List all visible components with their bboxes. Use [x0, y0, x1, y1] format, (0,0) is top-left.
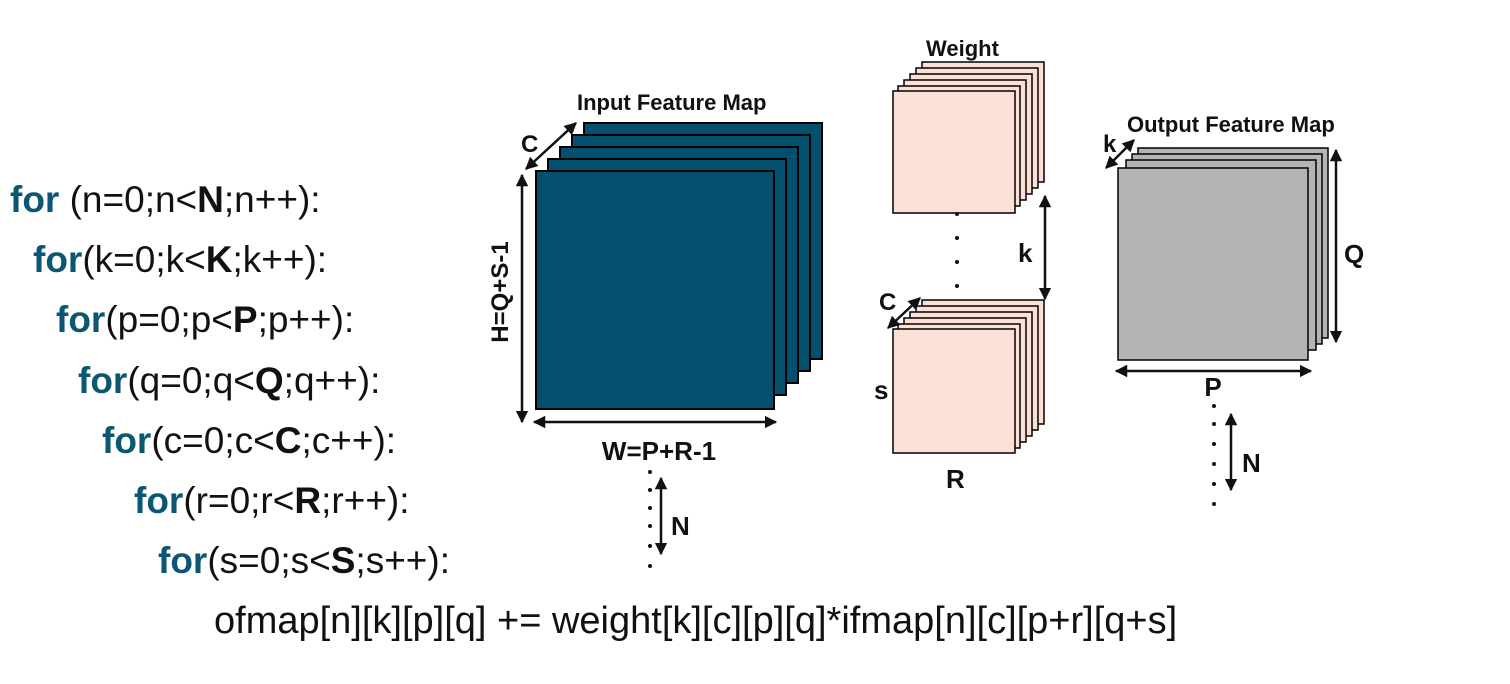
ellipsis-dot [648, 506, 652, 510]
loop-line-p: for(p=0;p<P;p++): [56, 301, 354, 338]
loop-line-s: for(s=0;s<S;s++): [158, 542, 450, 579]
loop-bound: P [232, 299, 258, 340]
weight-height-label: s [874, 375, 888, 405]
output-batch-label: N [1242, 448, 1261, 478]
weight-filter-count-label: k [1018, 238, 1033, 268]
ellipsis-dot [648, 470, 652, 474]
weight-filter-bottom [892, 299, 1045, 454]
loop-header: (p=0;p< [105, 299, 233, 340]
input-batch-label: N [671, 511, 690, 541]
output-batch-ellipsis [1212, 404, 1216, 506]
output-channel-label: k [1103, 131, 1117, 158]
ellipsis-dot [1212, 482, 1216, 486]
ellipsis-dot [955, 284, 959, 288]
loop-bound: S [330, 540, 356, 581]
loop-bound: C [274, 420, 302, 461]
input-channel-depth-arrow [525, 122, 577, 170]
loop-increment: ;n++): [223, 179, 321, 220]
loop-bound: N [197, 179, 224, 220]
ellipsis-dot [648, 544, 652, 548]
input-channel-label: C [521, 131, 538, 158]
loop-increment: ;p++): [257, 299, 355, 340]
ellipsis-dot [1212, 422, 1216, 426]
input-width-label: W=P+R-1 [602, 436, 716, 466]
loop-line-k: for(k=0;k<K;k++): [33, 241, 327, 278]
loop-header: (c=0;c< [151, 420, 275, 461]
weight-title: Weight [926, 36, 1000, 61]
loop-keyword: for [158, 540, 208, 581]
loop-increment: ;q++): [283, 360, 381, 401]
ellipsis-dot [648, 564, 652, 568]
loop-increment: ;s++): [355, 540, 451, 581]
output-channel-plane [1117, 167, 1309, 361]
input-height-label: H=Q+S-1 [487, 241, 514, 342]
loop-header: (r=0;r< [183, 480, 295, 521]
input-feature-map-title: Input Feature Map [577, 90, 766, 115]
weight-channel-depth-arrow [887, 297, 921, 329]
loop-keyword: for [78, 360, 128, 401]
input-batch-ellipsis [648, 470, 652, 568]
loop-header: (q=0;q< [127, 360, 255, 401]
input-channel-plane [535, 170, 775, 410]
loop-increment: ;r++): [321, 480, 410, 521]
loop-header: (n=0;n< [59, 179, 198, 220]
loop-line-q: for(q=0;q<Q;q++): [78, 362, 380, 399]
ellipsis-dot [955, 212, 959, 216]
weight-channel-label: C [879, 289, 896, 316]
loop-keyword: for [33, 239, 83, 280]
weight-filter-ellipsis [955, 212, 959, 310]
ellipsis-dot [955, 236, 959, 240]
loop-increment: ;c++): [301, 420, 397, 461]
weight-channel-plane [892, 328, 1016, 454]
output-channel-depth-arrow [1105, 139, 1135, 169]
output-width-label: P [1204, 372, 1221, 402]
loop-header: (k=0;k< [82, 239, 206, 280]
loop-header: (s=0;s< [207, 540, 331, 581]
ellipsis-dot [648, 488, 652, 492]
loop-line-c: for(c=0;c<C;c++): [102, 422, 396, 459]
loop-keyword: for [56, 299, 106, 340]
loop-increment: ;k++): [232, 239, 328, 280]
input-feature-map [535, 122, 823, 410]
weight-channel-plane [892, 90, 1016, 214]
loop-line-r: for(r=0;r<R;r++): [134, 482, 410, 519]
output-feature-map [1117, 147, 1329, 361]
ellipsis-dot [1212, 404, 1216, 408]
loop-keyword: for [10, 179, 60, 220]
ellipsis-dot [1212, 502, 1216, 506]
loop-line-n: for (n=0;n<N;n++): [10, 181, 321, 218]
loop-keyword: for [102, 420, 152, 461]
weight-filter-top [892, 61, 1045, 214]
ellipsis-dot [648, 524, 652, 528]
output-height-label: Q [1344, 239, 1364, 269]
loop-keyword: for [134, 480, 184, 521]
output-feature-map-title: Output Feature Map [1127, 112, 1335, 137]
ellipsis-dot [955, 260, 959, 264]
mac-statement: ofmap[n][k][p][q] += weight[k][c][p][q]*… [214, 600, 1178, 642]
loop-bound: Q [254, 360, 284, 401]
weight-width-label: R [946, 464, 965, 494]
ellipsis-dot [1212, 462, 1216, 466]
loop-bound: R [294, 480, 322, 521]
ellipsis-dot [1212, 442, 1216, 446]
loop-bound: K [205, 239, 233, 280]
